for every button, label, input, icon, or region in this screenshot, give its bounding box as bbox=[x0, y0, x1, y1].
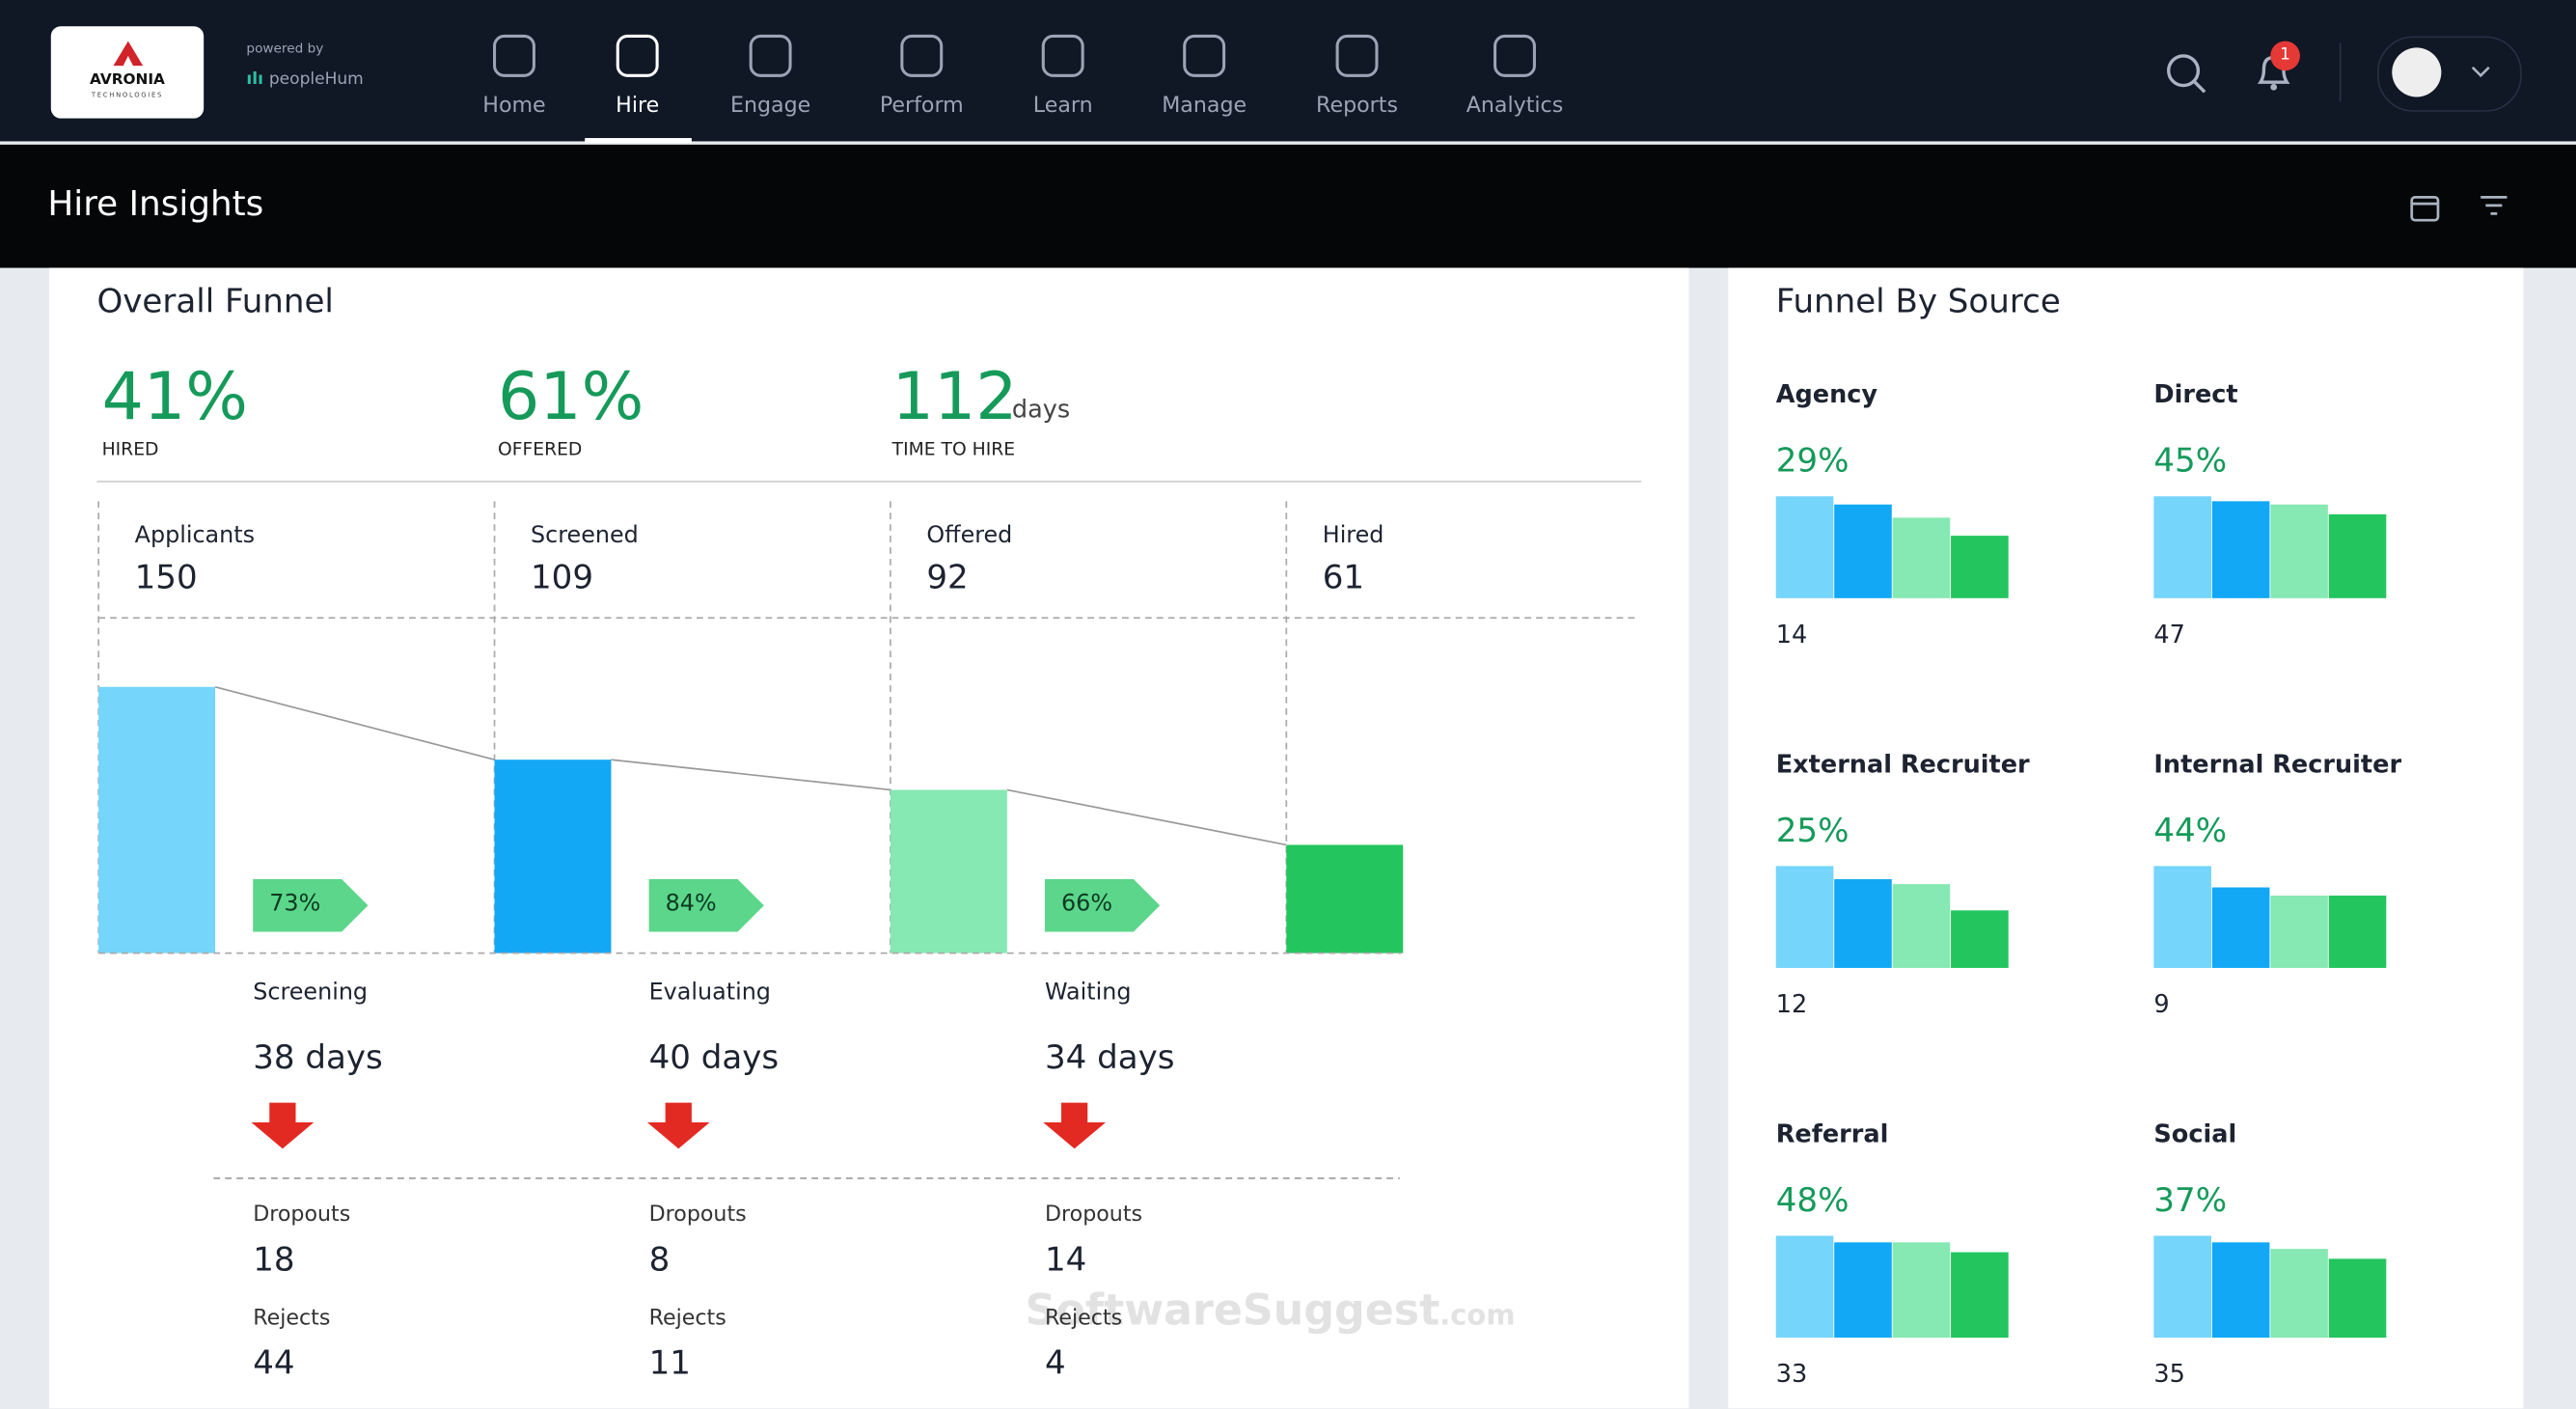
divider bbox=[2339, 42, 2342, 102]
source-count: 33 bbox=[1775, 1359, 1808, 1389]
chevron bbox=[2471, 66, 2490, 78]
watermark-text: SoftwareSuggest bbox=[1025, 1286, 1440, 1337]
logo-text: AVRONIA bbox=[90, 71, 165, 89]
source-count: 35 bbox=[2153, 1359, 2185, 1389]
logo[interactable]: AVRONIA TECHNOLOGIES bbox=[50, 26, 205, 119]
stage-name: Applicants bbox=[134, 522, 256, 549]
kpi-value: 61% bbox=[497, 359, 644, 436]
avatar bbox=[2392, 47, 2442, 97]
source-name: Direct bbox=[2153, 379, 2238, 409]
filter-icon[interactable] bbox=[2478, 191, 2510, 224]
notification-badge: 1 bbox=[2270, 41, 2300, 71]
rejects-label: Rejects bbox=[253, 1306, 331, 1332]
logo-icon bbox=[113, 41, 144, 67]
dropouts: 14 bbox=[1044, 1238, 1087, 1279]
stage-count: 92 bbox=[926, 557, 969, 597]
source-name: Referral bbox=[1775, 1119, 1889, 1149]
stage-count: 109 bbox=[531, 557, 594, 597]
kpi-value: 112 bbox=[891, 359, 1018, 436]
search-icon[interactable] bbox=[2164, 51, 2210, 97]
page-header: Hire Insights bbox=[0, 144, 2576, 268]
section-title: Overall Funnel bbox=[96, 281, 334, 321]
source-rate: 29% bbox=[1775, 440, 1850, 481]
duration: 34 days bbox=[1044, 1036, 1175, 1077]
rejects: 4 bbox=[1044, 1342, 1066, 1383]
phase: Evaluating bbox=[648, 979, 771, 1007]
kpi-unit: days bbox=[1011, 394, 1071, 425]
rejects: 11 bbox=[648, 1342, 691, 1383]
phase: Screening bbox=[253, 979, 369, 1007]
source-rate: 37% bbox=[2153, 1179, 2228, 1220]
stage-count: 150 bbox=[134, 557, 198, 597]
stage-count: 61 bbox=[1322, 557, 1365, 597]
nav-item[interactable]: Reports bbox=[1316, 94, 1398, 119]
source-name: External Recruiter bbox=[1775, 749, 2030, 780]
source-count: 47 bbox=[2153, 619, 2185, 649]
rejects-label: Rejects bbox=[1044, 1306, 1123, 1332]
active-underline bbox=[585, 138, 692, 144]
nav-item[interactable]: Engage bbox=[729, 94, 811, 119]
watermark: SoftwareSuggest.com bbox=[1026, 1286, 1516, 1336]
dropouts-label: Dropouts bbox=[648, 1202, 747, 1228]
source-rate: 48% bbox=[1775, 1179, 1850, 1220]
source-count: 12 bbox=[1775, 989, 1808, 1019]
kpi-label: OFFERED bbox=[497, 438, 583, 460]
kpi-label: HIRED bbox=[101, 438, 159, 460]
kpi-label: TIME TO HIRE bbox=[891, 438, 1016, 460]
stage-name: Hired bbox=[1322, 522, 1384, 549]
section-title: Funnel By Source bbox=[1775, 281, 2061, 321]
overall-funnel-card bbox=[49, 267, 1689, 1409]
source-name: Social bbox=[2153, 1119, 2237, 1149]
phase: Waiting bbox=[1044, 979, 1132, 1007]
product-text: peopleHum bbox=[268, 70, 364, 89]
rate: 66% bbox=[1061, 890, 1113, 918]
page-title: Hire Insights bbox=[47, 183, 264, 224]
top-nav: AVRONIA TECHNOLOGIES powered by ılı peop… bbox=[0, 0, 2576, 144]
source-count: 14 bbox=[1775, 619, 1808, 649]
nav-item[interactable]: Analytics bbox=[1466, 94, 1564, 119]
dropouts-label: Dropouts bbox=[1044, 1202, 1143, 1228]
source-card bbox=[1728, 267, 2524, 1409]
dropouts: 18 bbox=[253, 1238, 295, 1279]
powered-by: powered by bbox=[246, 41, 324, 56]
dropouts: 8 bbox=[648, 1238, 671, 1279]
logo-sub: TECHNOLOGIES bbox=[91, 90, 164, 99]
source-rate: 25% bbox=[1775, 810, 1850, 850]
nav-item[interactable]: Hire bbox=[616, 94, 660, 119]
stage-name: Screened bbox=[531, 522, 639, 549]
rate: 84% bbox=[665, 890, 717, 918]
kpi-value: 41% bbox=[101, 359, 248, 436]
watermark-suffix: .com bbox=[1439, 1299, 1516, 1333]
calendar-icon[interactable] bbox=[2408, 191, 2441, 224]
stage-name: Offered bbox=[926, 522, 1013, 549]
profile-menu[interactable] bbox=[2376, 36, 2522, 112]
nav-item[interactable]: Perform bbox=[879, 94, 964, 119]
dropouts-label: Dropouts bbox=[253, 1202, 351, 1228]
product-name: ılı peopleHum bbox=[246, 70, 364, 89]
source-rate: 44% bbox=[2153, 810, 2228, 850]
duration: 40 days bbox=[648, 1036, 780, 1077]
rate: 73% bbox=[269, 890, 321, 918]
nav-item[interactable]: Learn bbox=[1032, 94, 1093, 119]
nav-item[interactable]: Manage bbox=[1162, 94, 1247, 119]
source-name: Internal Recruiter bbox=[2153, 749, 2402, 780]
source-rate: 45% bbox=[2153, 440, 2228, 481]
rejects-label: Rejects bbox=[648, 1306, 726, 1332]
nav-item[interactable]: Home bbox=[482, 94, 546, 119]
source-count: 9 bbox=[2153, 989, 2170, 1019]
source-name: Agency bbox=[1775, 379, 1878, 409]
duration: 38 days bbox=[253, 1036, 383, 1077]
rejects: 44 bbox=[253, 1342, 295, 1383]
